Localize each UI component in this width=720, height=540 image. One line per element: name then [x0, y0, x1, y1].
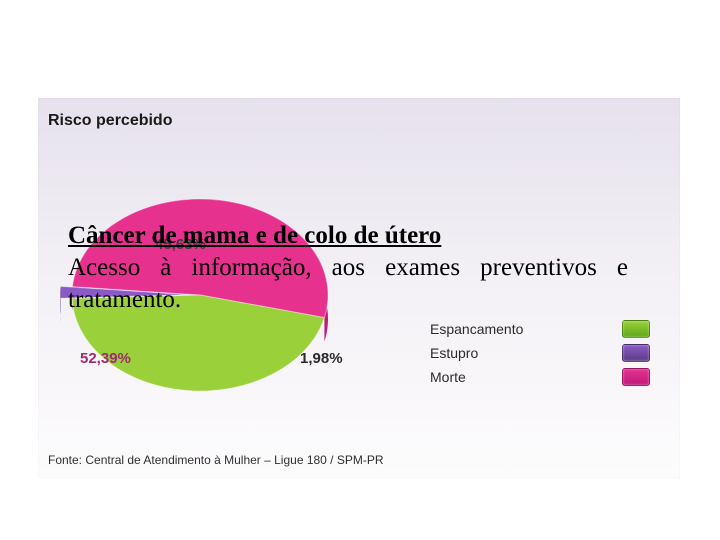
- overlay-heading: Câncer de mama e de colo de útero: [68, 222, 441, 249]
- legend-label: Morte: [430, 369, 466, 385]
- legend-item-estupro: Estupro: [430, 344, 650, 362]
- legend-item-morte: Morte: [430, 368, 650, 386]
- overlay-body: Acesso à informação, aos exames preventi…: [68, 254, 628, 313]
- chart-title: Risco percebido: [48, 112, 172, 130]
- legend-swatch: [622, 368, 650, 386]
- legend-label: Estupro: [430, 345, 478, 361]
- pct-label-estupro: 1,98%: [300, 350, 343, 367]
- legend-swatch: [622, 320, 650, 338]
- pct-label-morte: 52,39%: [80, 350, 131, 367]
- legend: Espancamento Estupro Morte: [430, 320, 650, 392]
- source-text: Fonte: Central de Atendimento à Mulher –…: [48, 453, 384, 467]
- legend-label: Espancamento: [430, 321, 523, 337]
- overlay-text-block: Câncer de mama e de colo de útero Acesso…: [68, 220, 628, 316]
- legend-swatch: [622, 344, 650, 362]
- legend-item-espancamento: Espancamento: [430, 320, 650, 338]
